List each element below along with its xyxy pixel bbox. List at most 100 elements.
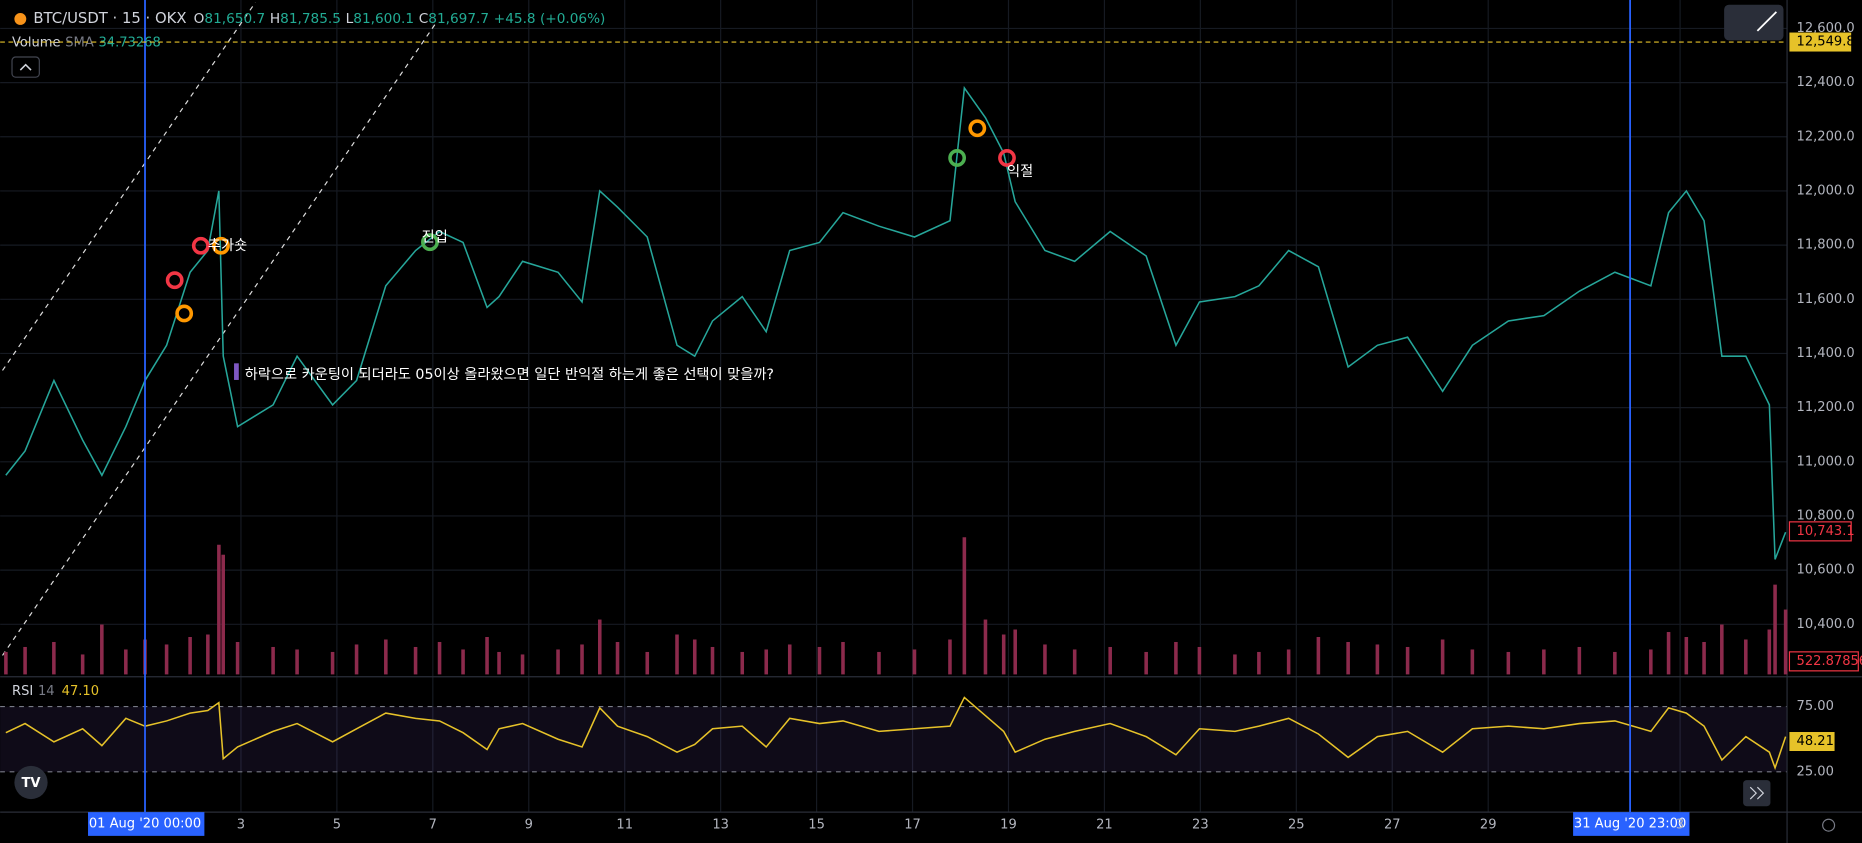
volume-bar xyxy=(1043,644,1047,675)
volume-bar xyxy=(764,649,769,675)
volume-bar xyxy=(4,651,8,675)
last-price-box xyxy=(1788,521,1852,542)
volume-bar xyxy=(164,644,169,675)
volume-bar xyxy=(1440,639,1445,675)
volume-bar xyxy=(485,636,489,675)
volume-bar xyxy=(1744,639,1748,675)
symbol-icon xyxy=(14,13,27,25)
marker xyxy=(212,236,230,255)
volume-bar xyxy=(330,651,335,675)
marker xyxy=(968,119,987,138)
marker xyxy=(998,149,1016,167)
price-line xyxy=(5,696,1787,771)
x-tick-label: 11 xyxy=(616,818,633,833)
plot xyxy=(4,85,1788,771)
volume-bar xyxy=(413,646,418,675)
x-tick-label: 7 xyxy=(429,818,437,833)
volume-bar xyxy=(1577,646,1582,675)
collapse-button[interactable] xyxy=(11,56,40,78)
y-tick-label: 11,200.0 xyxy=(1797,400,1855,415)
logo[interactable] xyxy=(14,765,48,800)
x-tick-label: 9 xyxy=(525,818,533,833)
x-tick-label: 23 xyxy=(1192,818,1209,833)
volume-bar xyxy=(1257,651,1261,675)
x-tick-label: 27 xyxy=(1384,818,1401,833)
volume-bar xyxy=(188,636,192,675)
trend-tool-icon[interactable] xyxy=(1756,11,1778,32)
volume-last-label: 522.87856 xyxy=(1797,654,1862,669)
volume-bar xyxy=(580,644,584,675)
scroll-icon xyxy=(1749,786,1765,800)
trend-line xyxy=(2,21,438,656)
volume-bar xyxy=(23,646,27,675)
volume-bar xyxy=(983,619,988,675)
x-tick-label: 5 xyxy=(333,818,341,833)
price-label-box xyxy=(1789,32,1852,52)
rsi-last-box xyxy=(1789,732,1835,752)
volume-bar xyxy=(1470,649,1475,675)
volume-bar xyxy=(1108,646,1112,675)
volume-bar xyxy=(384,639,388,675)
volume-bar xyxy=(206,634,210,675)
value: 81,785.5 xyxy=(280,11,341,27)
volume-bar xyxy=(1013,629,1017,675)
y-tick-label: 11,000.0 xyxy=(1797,454,1855,469)
volume-bar xyxy=(1720,624,1724,675)
drawing-toolbar[interactable] xyxy=(1724,4,1784,41)
volume-bar xyxy=(295,649,299,675)
label: C xyxy=(419,11,429,27)
value: 34.73268 xyxy=(99,35,161,50)
volume-bar xyxy=(787,644,792,675)
y-tick-label: 12,000.0 xyxy=(1797,183,1855,198)
y-tick-label: 11,400.0 xyxy=(1797,346,1855,361)
volume-bar xyxy=(948,639,952,675)
y-tick-label: 12,400.0 xyxy=(1797,75,1855,90)
volume-bar xyxy=(1773,584,1777,675)
x-tick-label: 3 xyxy=(1676,818,1684,833)
volume-bar xyxy=(1233,654,1237,675)
y-tick-label: 75.00 xyxy=(1797,699,1834,714)
x-tick-label: 31 Aug '20 23:00 xyxy=(1574,817,1686,832)
value: 81,697.7 xyxy=(428,11,489,27)
annotation: 추가숏 xyxy=(208,237,247,254)
y-tick-label: 12,200.0 xyxy=(1797,129,1855,144)
volume-bar xyxy=(1375,644,1380,675)
volume-bar xyxy=(1316,636,1321,675)
volume-bar xyxy=(124,649,128,675)
price-line xyxy=(5,85,1787,560)
x-tick-label: 19 xyxy=(1000,818,1017,833)
volume-bar xyxy=(271,646,275,675)
volume-bar xyxy=(675,634,679,675)
volume-bar xyxy=(1001,634,1006,675)
volume-bar xyxy=(235,641,240,675)
volume-bar xyxy=(1666,632,1671,675)
y-tick-label: 25.00 xyxy=(1797,764,1834,779)
volume-bar xyxy=(817,646,822,675)
volume-bar xyxy=(645,651,650,675)
y-tick-label: 10,600.0 xyxy=(1797,563,1855,578)
value: 81,600.1 xyxy=(353,11,414,27)
volume-bar xyxy=(556,649,560,675)
marker xyxy=(175,304,194,323)
volume-bar xyxy=(1702,641,1706,675)
volume-bar xyxy=(962,537,967,675)
volume-bar xyxy=(1684,636,1689,675)
volume-bar xyxy=(520,654,525,675)
logo-icon: TV xyxy=(22,776,42,791)
y-tick-label: 11,600.0 xyxy=(1797,292,1855,307)
note-flag xyxy=(234,363,239,380)
label: RSI xyxy=(12,684,33,699)
label: L xyxy=(346,11,354,27)
marker xyxy=(191,236,210,255)
x-tick-label: 21 xyxy=(1096,818,1113,833)
volume-bar xyxy=(437,641,442,675)
settings-button[interactable] xyxy=(1822,818,1836,832)
y-tick-label: 12,600.0 xyxy=(1797,21,1855,36)
volume-bar xyxy=(1174,641,1178,675)
y-tick-label: 10,800.0 xyxy=(1797,508,1855,523)
volume-bar xyxy=(1072,649,1077,675)
rsi-band xyxy=(0,706,1788,772)
x-tick-label: 17 xyxy=(904,818,921,833)
volume-bar xyxy=(1783,609,1788,675)
x-tick-label: 29 xyxy=(1480,818,1497,833)
